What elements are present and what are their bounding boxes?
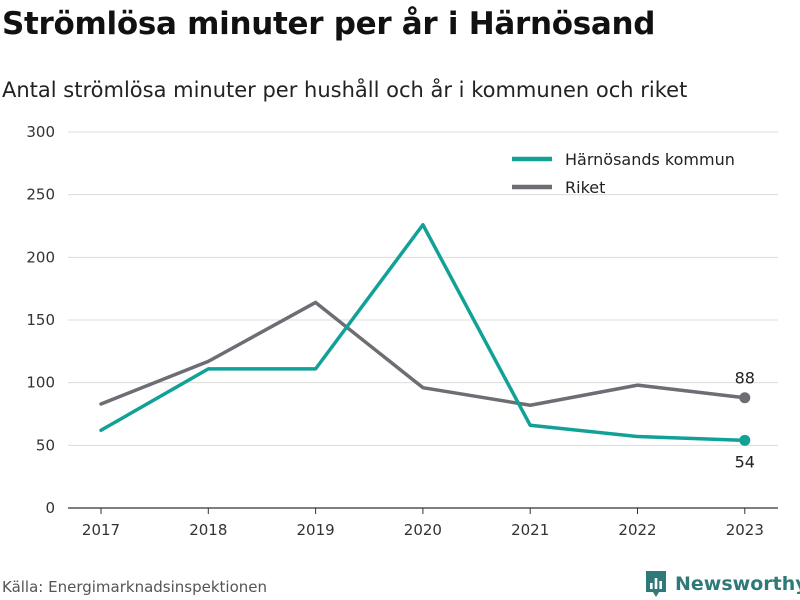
y-axis: 0 50 100 150 200 250 300 bbox=[26, 123, 55, 517]
legend: Härnösands kommun Riket bbox=[512, 150, 735, 197]
data-point-end bbox=[739, 392, 751, 404]
series-line-riket bbox=[99, 300, 747, 407]
y-tick-label: 150 bbox=[26, 311, 55, 329]
x-tick-label: 2021 bbox=[511, 521, 549, 539]
brand-name: Newsworthy bbox=[675, 573, 800, 595]
series-line-harnosand bbox=[99, 222, 747, 443]
x-tick-label: 2019 bbox=[297, 521, 335, 539]
x-tick-label: 2017 bbox=[82, 521, 120, 539]
y-tick-label: 100 bbox=[26, 374, 55, 392]
y-tick-label: 0 bbox=[45, 499, 55, 517]
x-tick-label: 2018 bbox=[189, 521, 227, 539]
chart-subtitle: Antal strömlösa minuter per hushåll och … bbox=[2, 78, 688, 102]
end-labels: 88 54 bbox=[735, 369, 755, 472]
data-label: 88 bbox=[735, 369, 755, 388]
x-axis: 2017 2018 2019 2020 2021 2022 2023 bbox=[68, 507, 778, 539]
newsworthy-logo-icon bbox=[646, 571, 666, 597]
y-tick-label: 200 bbox=[26, 248, 55, 266]
legend-label: Riket bbox=[565, 178, 605, 197]
series-lines bbox=[99, 222, 751, 446]
y-tick-label: 250 bbox=[26, 186, 55, 204]
y-tick-label: 300 bbox=[26, 123, 55, 141]
x-tick-label: 2023 bbox=[726, 521, 764, 539]
source-note: Källa: Energimarknadsinspektionen bbox=[2, 578, 268, 596]
data-point-end bbox=[739, 434, 751, 446]
grid-lines bbox=[68, 131, 778, 446]
y-tick-label: 50 bbox=[36, 436, 55, 454]
x-tick-label: 2022 bbox=[618, 521, 656, 539]
legend-label: Härnösands kommun bbox=[565, 150, 735, 169]
chart-title: Strömlösa minuter per år i Härnösand bbox=[2, 6, 656, 42]
data-label: 54 bbox=[735, 452, 755, 471]
x-tick-label: 2020 bbox=[404, 521, 442, 539]
brand-logo: Newsworthy bbox=[645, 568, 800, 600]
